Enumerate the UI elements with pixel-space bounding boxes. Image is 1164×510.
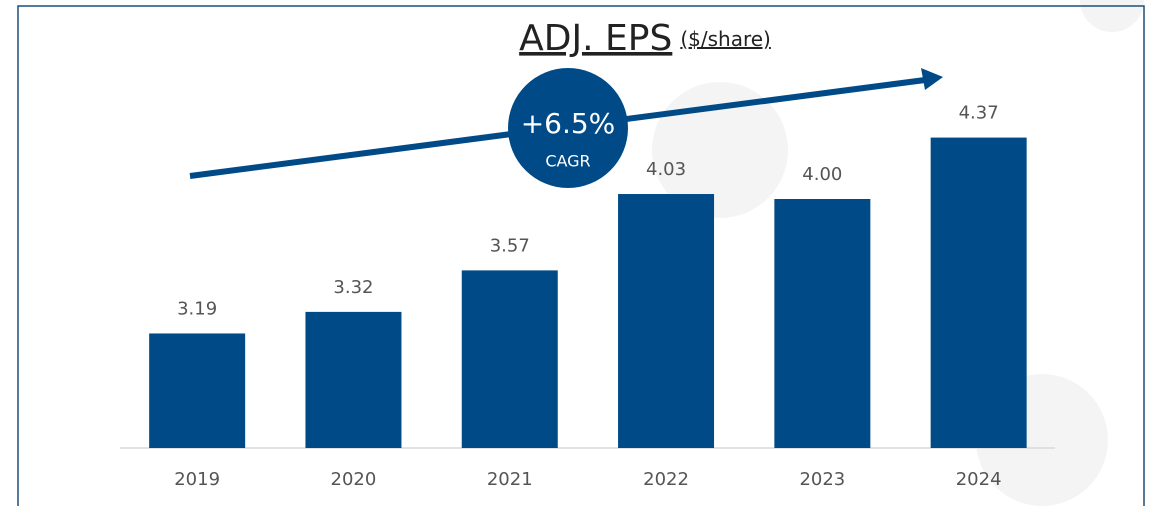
decoration <box>1080 0 1144 32</box>
cagr-label: CAGR <box>545 152 590 171</box>
chart-title: ADJ. EPS ($/share) <box>519 18 771 59</box>
value-label: 3.19 <box>177 298 217 319</box>
bar <box>461 270 558 448</box>
bar <box>618 194 715 448</box>
arrow-head <box>921 68 943 90</box>
value-label: 4.37 <box>959 103 999 124</box>
x-tick-label: 2022 <box>643 469 689 490</box>
value-label: 4.03 <box>646 159 686 180</box>
bar <box>930 137 1027 448</box>
value-label: 3.57 <box>490 235 530 256</box>
bar <box>305 311 402 448</box>
cagr-value: +6.5% <box>521 107 616 140</box>
value-label: 3.32 <box>333 277 373 298</box>
frame <box>17 5 1145 506</box>
title: ADJ. EPS <box>519 18 672 59</box>
cagr-badge <box>508 68 628 188</box>
x-tick-label: 2019 <box>174 469 220 490</box>
subtitle: ($/share) <box>680 27 771 51</box>
decoration <box>652 82 788 218</box>
x-tick-label: 2024 <box>956 469 1002 490</box>
x-tick-label: 2023 <box>799 469 845 490</box>
bar <box>774 199 871 448</box>
value-label: 4.00 <box>802 164 842 185</box>
bar <box>149 333 246 448</box>
x-tick-label: 2020 <box>331 469 377 490</box>
x-tick-label: 2021 <box>487 469 533 490</box>
